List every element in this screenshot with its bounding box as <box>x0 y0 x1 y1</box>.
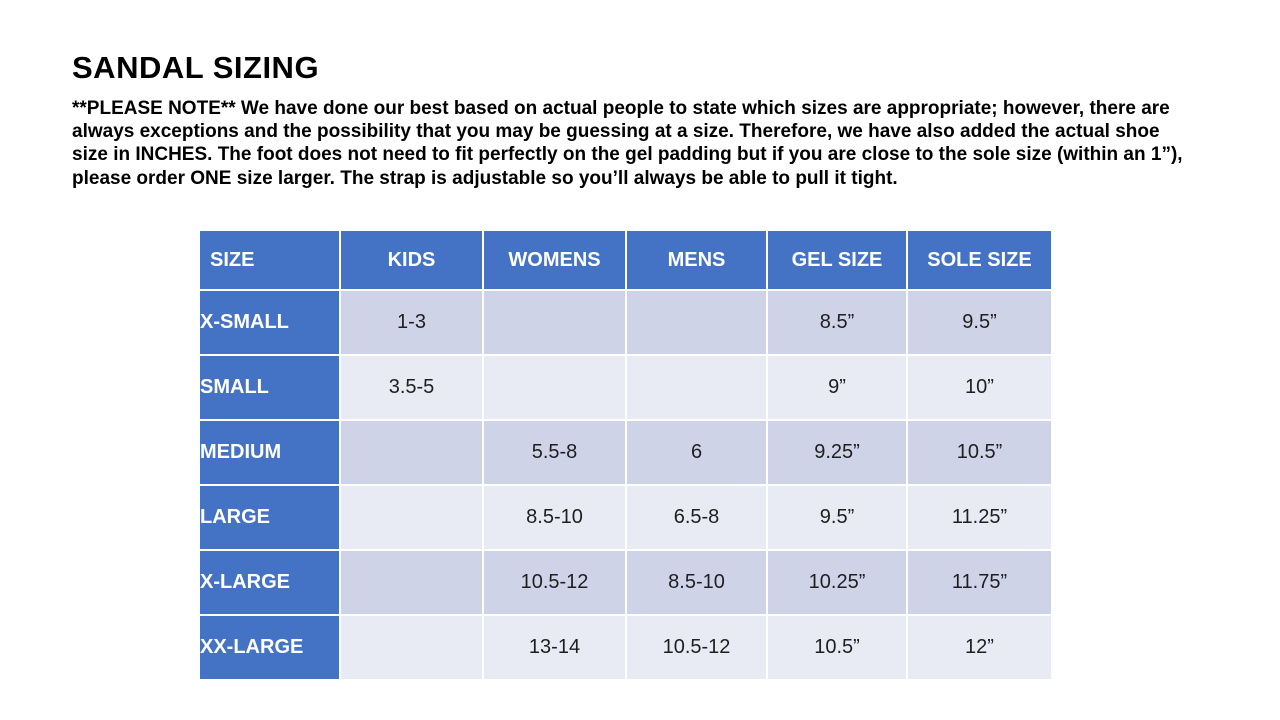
table-cell: 10.5-12 <box>484 551 625 614</box>
table-cell: 10” <box>908 356 1051 419</box>
col-header-size: SIZE <box>200 231 339 289</box>
table-row: SMALL 3.5-5 9” 10” <box>200 356 1051 419</box>
row-header: XX-LARGE <box>200 616 339 679</box>
table-cell <box>484 356 625 419</box>
col-header-sole-size: SOLE SIZE <box>908 231 1051 289</box>
table-cell <box>627 356 766 419</box>
table-cell: 10.5” <box>768 616 906 679</box>
table-cell <box>484 291 625 354</box>
table-cell: 11.75” <box>908 551 1051 614</box>
table-row: MEDIUM 5.5-8 6 9.25” 10.5” <box>200 421 1051 484</box>
table-cell: 9.25” <box>768 421 906 484</box>
header-row: SIZE KIDS WOMENS MENS GEL SIZE SOLE SIZE <box>200 231 1051 289</box>
table-cell: 9.5” <box>908 291 1051 354</box>
table-cell: 10.25” <box>768 551 906 614</box>
row-header: X-SMALL <box>200 291 339 354</box>
row-header: SMALL <box>200 356 339 419</box>
table-row: LARGE 8.5-10 6.5-8 9.5” 11.25” <box>200 486 1051 549</box>
size-table-body: X-SMALL 1-3 8.5” 9.5” SMALL 3.5-5 9” 10” MEDIUM 5… <box>200 291 1051 679</box>
col-header-kids: KIDS <box>341 231 482 289</box>
table-cell: 9.5” <box>768 486 906 549</box>
table-cell: 11.25” <box>908 486 1051 549</box>
col-header-womens: WOMENS <box>484 231 625 289</box>
table-cell: 6 <box>627 421 766 484</box>
row-header: MEDIUM <box>200 421 339 484</box>
row-header: LARGE <box>200 486 339 549</box>
col-header-gel-size: GEL SIZE <box>768 231 906 289</box>
table-cell: 8.5-10 <box>627 551 766 614</box>
table-cell: 10.5” <box>908 421 1051 484</box>
col-header-mens: MENS <box>627 231 766 289</box>
size-table-head: SIZE KIDS WOMENS MENS GEL SIZE SOLE SIZE <box>200 231 1051 289</box>
table-cell <box>341 421 482 484</box>
table-cell: 5.5-8 <box>484 421 625 484</box>
table-cell <box>341 551 482 614</box>
table-cell: 13-14 <box>484 616 625 679</box>
table-row: X-SMALL 1-3 8.5” 9.5” <box>200 291 1051 354</box>
table-cell: 12” <box>908 616 1051 679</box>
table-cell: 9” <box>768 356 906 419</box>
sizing-note-paragraph: **PLEASE NOTE** We have done our best ba… <box>72 98 1183 189</box>
table-cell: 8.5” <box>768 291 906 354</box>
table-cell <box>341 616 482 679</box>
table-cell: 10.5-12 <box>627 616 766 679</box>
table-cell: 8.5-10 <box>484 486 625 549</box>
table-cell: 6.5-8 <box>627 486 766 549</box>
table-row: X-LARGE 10.5-12 8.5-10 10.25” 11.75” <box>200 551 1051 614</box>
sizing-table-container: SIZE KIDS WOMENS MENS GEL SIZE SOLE SIZE X-SM… <box>198 229 1053 681</box>
row-header: X-LARGE <box>200 551 339 614</box>
size-table: SIZE KIDS WOMENS MENS GEL SIZE SOLE SIZE X-SM… <box>198 229 1053 681</box>
table-cell <box>341 486 482 549</box>
page-title: SANDAL SIZING <box>72 50 320 85</box>
table-row: XX-LARGE 13-14 10.5-12 10.5” 12” <box>200 616 1051 679</box>
table-cell <box>627 291 766 354</box>
table-cell: 1-3 <box>341 291 482 354</box>
table-cell: 3.5-5 <box>341 356 482 419</box>
